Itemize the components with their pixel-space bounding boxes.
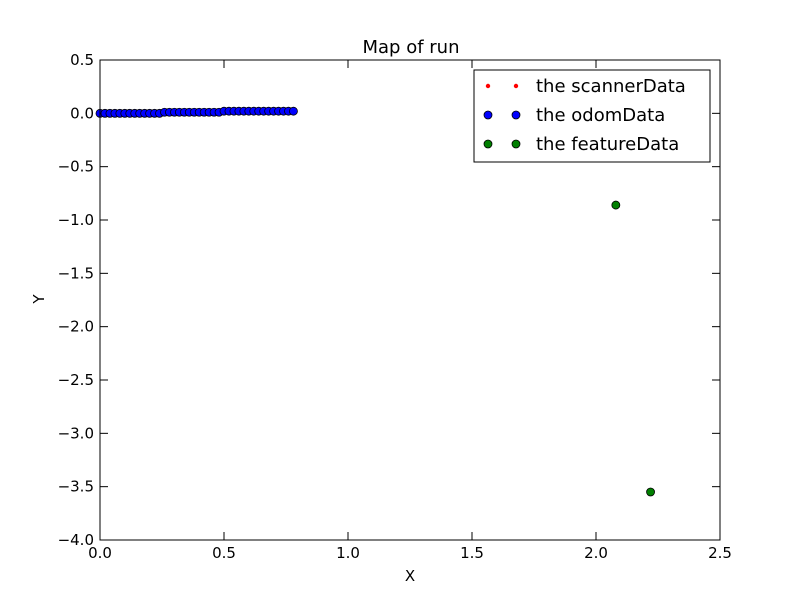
x-tick-label: 2.5 (708, 544, 732, 562)
data-point (289, 106, 298, 116)
y-tick-label: −2.0 (58, 318, 94, 336)
y-tick-label: −3.5 (58, 478, 94, 496)
y-tick-label: −3.0 (58, 424, 94, 442)
legend-label: the odomData (536, 105, 665, 126)
legend-marker (511, 110, 521, 120)
x-tick-label: 0.0 (88, 544, 112, 562)
y-tick-label: −1.0 (58, 211, 94, 229)
x-axis-label: X (405, 567, 415, 585)
y-tick-label: −2.5 (58, 371, 94, 389)
legend-marker (511, 139, 521, 149)
y-tick-label: 0.5 (70, 51, 94, 69)
legend-label: the featureData (536, 134, 679, 155)
chart-title: Map of run (363, 37, 460, 58)
x-tick-label: 1.5 (460, 544, 484, 562)
data-point (611, 200, 621, 210)
plot-frame (99, 59, 721, 541)
data-point (646, 487, 655, 497)
x-tick-label: 0.5 (212, 544, 236, 562)
legend-label: the scannerData (536, 76, 686, 97)
legend-marker (483, 139, 493, 149)
y-axis-label: Y (30, 294, 48, 305)
legend: the scannerData the odomData the featureDa… (473, 69, 711, 163)
y-tick-label: −1.5 (58, 264, 94, 282)
y-tick-label: −4.0 (58, 531, 94, 549)
x-tick-label: 2.0 (584, 544, 608, 562)
legend-marker (485, 83, 491, 89)
y-tick-label: 0.0 (70, 104, 94, 122)
y-tick-label: −0.5 (58, 158, 94, 176)
legend-marker (483, 110, 493, 120)
x-tick-label: 1.0 (336, 544, 360, 562)
legend-marker (513, 83, 519, 89)
plot-area: 0.0 0.5 1.0 1.5 2.0 2.5 0.5 0.0 −0.5 −1.0 −1.5 −2.0… (58, 51, 732, 562)
